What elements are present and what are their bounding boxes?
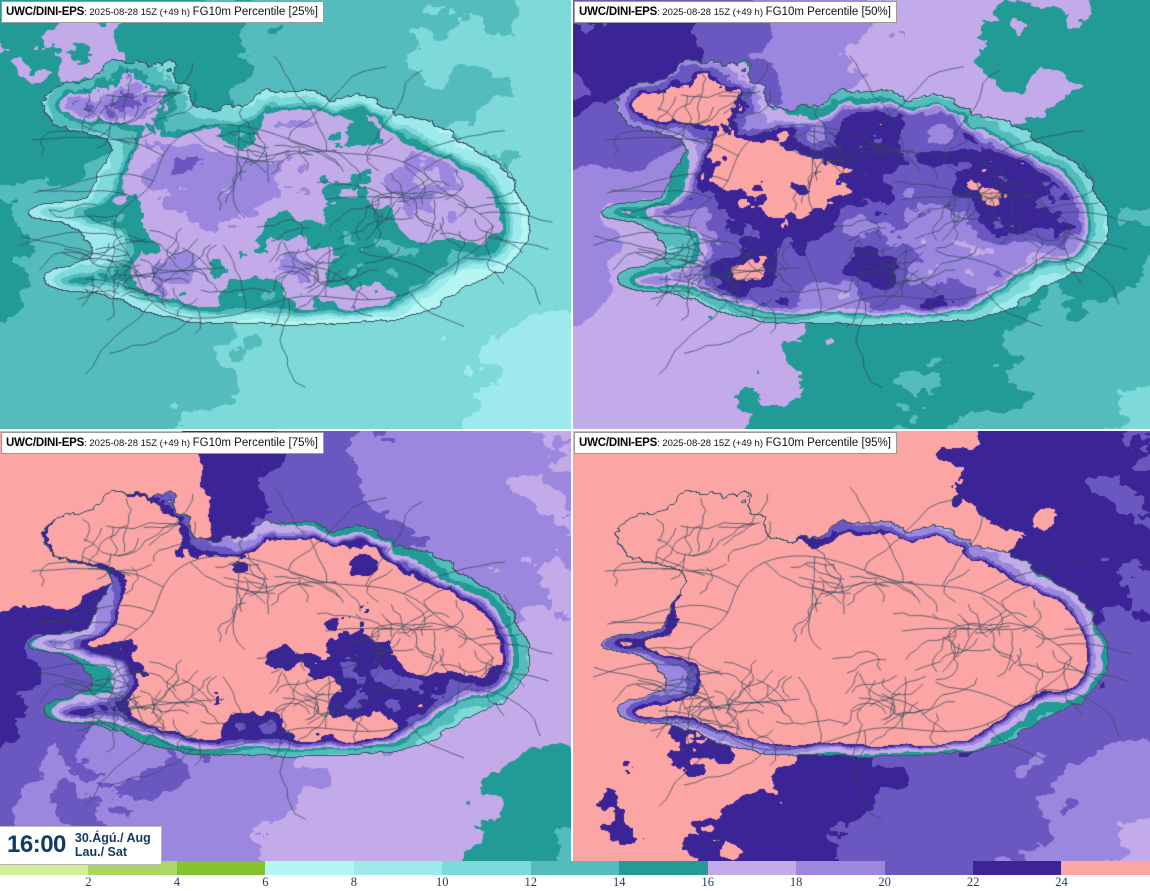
- panel-run-label: : 2025-08-28 15Z (+49 h): [84, 7, 193, 18]
- colorbar-band: [265, 861, 354, 875]
- colorbar-tick: 8: [350, 875, 357, 889]
- panel-title-p50: UWC/DINI-EPS: 2025-08-28 15Z (+49 h) FG1…: [574, 1, 897, 23]
- colorbar-band: [353, 861, 443, 875]
- colorbar-tick: 14: [612, 875, 626, 889]
- panel-title-p95: UWC/DINI-EPS: 2025-08-28 15Z (+49 h) FG1…: [574, 432, 897, 454]
- valid-time-box: 16:00 30.Ágú./ Aug Lau./ Sat: [0, 825, 162, 865]
- colorbar-tick: 2: [85, 875, 92, 889]
- colorbar-band: [442, 861, 531, 875]
- panel-field-label: FG10m Percentile [75%]: [192, 437, 318, 449]
- panel-model-label: UWC/DINI-EPS: [6, 6, 85, 18]
- colorbar-tick: 24: [1055, 875, 1068, 889]
- panel-model-label: UWC/DINI-EPS: [6, 437, 85, 449]
- colorbar-band: [707, 861, 797, 875]
- colorbar: 2 4 6 8 10 12 14 16 18 20 22 24: [0, 861, 1150, 891]
- panel-field-label: FG10m Percentile [25%]: [192, 6, 318, 18]
- valid-time-date: 30.Ágú./ Aug Lau./ Sat: [75, 831, 151, 861]
- map-panel-grid: UWC/DINI-EPS: 2025-08-28 15Z (+49 h) FG1…: [0, 0, 1150, 861]
- colorbar-bands: [0, 861, 1150, 875]
- colorbar-band: [796, 861, 885, 875]
- map-panel-p75[interactable]: UWC/DINI-EPS: 2025-08-28 15Z (+49 h) FG1…: [0, 431, 573, 861]
- panel-run-label: : 2025-08-28 15Z (+49 h): [84, 438, 193, 449]
- panel-run-label: : 2025-08-28 15Z (+49 h): [657, 438, 766, 449]
- map-panel-p95[interactable]: UWC/DINI-EPS: 2025-08-28 15Z (+49 h) FG1…: [573, 431, 1150, 861]
- panel-title-p25: UWC/DINI-EPS: 2025-08-28 15Z (+49 h) FG1…: [1, 1, 324, 23]
- colorbar-band: [972, 861, 1062, 875]
- map-canvas-p25[interactable]: [0, 0, 571, 429]
- colorbar-tick: 10: [436, 875, 449, 889]
- panel-model-label: UWC/DINI-EPS: [579, 437, 658, 449]
- valid-time-hhmm: 16:00: [7, 831, 66, 859]
- map-panel-p50[interactable]: UWC/DINI-EPS: 2025-08-28 15Z (+49 h) FG1…: [573, 0, 1150, 431]
- panel-title-p75: UWC/DINI-EPS: 2025-08-28 15Z (+49 h) FG1…: [1, 432, 324, 454]
- colorbar-tick: 6: [262, 875, 269, 889]
- colorbar-tick: 22: [966, 875, 980, 889]
- colorbar-tick: 18: [789, 875, 803, 889]
- colorbar-band: [176, 861, 266, 875]
- colorbar-band: [1061, 861, 1150, 875]
- map-canvas-p95[interactable]: [573, 431, 1150, 861]
- map-canvas-p75[interactable]: [0, 431, 571, 861]
- map-panel-p25[interactable]: UWC/DINI-EPS: 2025-08-28 15Z (+49 h) FG1…: [0, 0, 573, 431]
- colorbar-tick: 12: [524, 875, 538, 889]
- map-canvas-p50[interactable]: [573, 0, 1150, 429]
- colorbar-tick-labels: 2 4 6 8 10 12 14 16 18 20 22 24: [0, 875, 1150, 891]
- colorbar-band: [530, 861, 620, 875]
- panel-field-label: FG10m Percentile [95%]: [765, 437, 891, 449]
- panel-field-label: FG10m Percentile [50%]: [765, 6, 891, 18]
- colorbar-band: [619, 861, 708, 875]
- colorbar-tick: 4: [173, 875, 181, 889]
- panel-model-label: UWC/DINI-EPS: [579, 6, 658, 18]
- colorbar-tick: 20: [878, 875, 891, 889]
- colorbar-band: [884, 861, 973, 875]
- colorbar-tick: 16: [701, 875, 714, 889]
- panel-run-label: : 2025-08-28 15Z (+49 h): [657, 7, 766, 18]
- valid-weekday-label: Lau./ Sat: [74, 845, 127, 860]
- valid-date-label: 30.Ágú./ Aug: [74, 830, 151, 845]
